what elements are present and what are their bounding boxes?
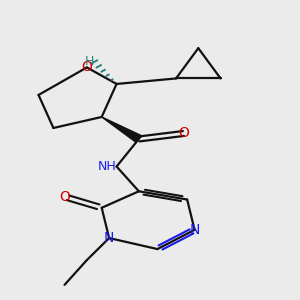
Text: H: H (85, 56, 94, 68)
Polygon shape (102, 117, 142, 142)
Text: O: O (81, 60, 92, 74)
Text: N: N (104, 231, 114, 245)
Text: O: O (59, 190, 70, 204)
Text: N: N (189, 223, 200, 237)
Text: NH: NH (98, 160, 117, 173)
Text: O: O (178, 127, 189, 140)
